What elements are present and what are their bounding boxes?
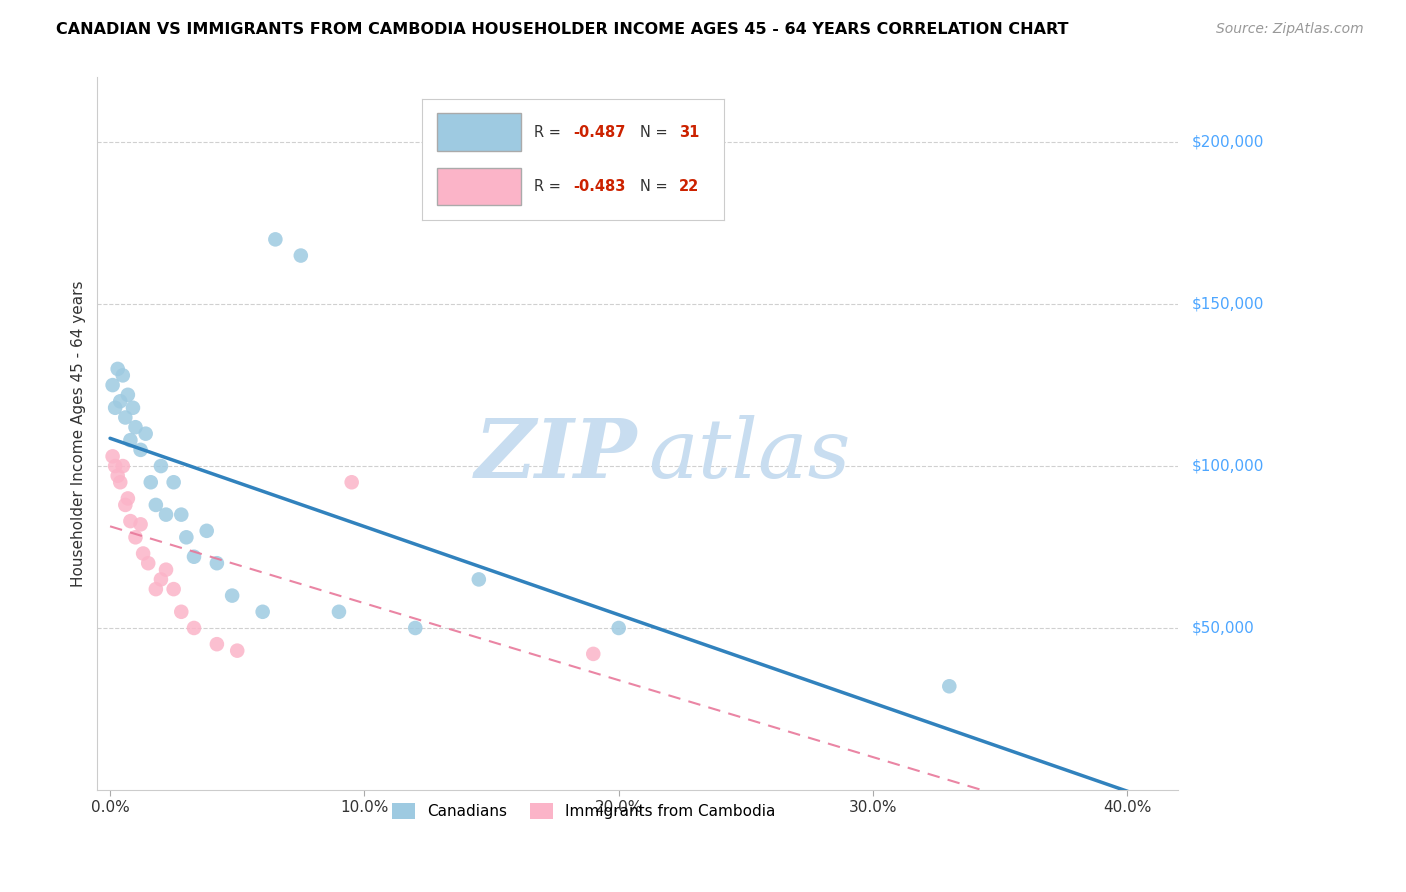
Text: ZIP: ZIP [475, 415, 638, 495]
Point [176, 530, 198, 544]
Point [195, 524, 218, 538]
Point [170, 605, 193, 619]
Point [124, 420, 146, 434]
Point [205, 556, 228, 570]
Text: CANADIAN VS IMMIGRANTS FROM CAMBODIA HOUSEHOLDER INCOME AGES 45 - 64 YEARS CORRE: CANADIAN VS IMMIGRANTS FROM CAMBODIA HOU… [56, 22, 1069, 37]
Point [101, 378, 124, 392]
Point [104, 458, 127, 473]
Point [135, 426, 157, 441]
Text: $150,000: $150,000 [1192, 297, 1264, 311]
Point [120, 433, 142, 447]
Point [111, 458, 134, 473]
Point [170, 508, 193, 522]
Text: $200,000: $200,000 [1192, 135, 1264, 150]
Point [226, 643, 249, 657]
Point [183, 621, 205, 635]
Point [110, 475, 132, 490]
Text: $100,000: $100,000 [1192, 458, 1264, 474]
Point [155, 563, 177, 577]
Point [340, 475, 363, 490]
Point [145, 498, 167, 512]
Point [163, 475, 186, 490]
Point [582, 647, 605, 661]
Point [111, 368, 134, 383]
Point [120, 514, 142, 528]
Text: $50,000: $50,000 [1192, 621, 1254, 635]
Point [264, 232, 287, 246]
Point [114, 410, 136, 425]
Point [328, 605, 350, 619]
Point [252, 605, 274, 619]
Point [290, 248, 312, 262]
Point [149, 458, 172, 473]
Point [136, 556, 159, 570]
Point [117, 388, 139, 402]
Point [124, 530, 146, 544]
Point [938, 679, 960, 693]
Y-axis label: Householder Income Ages 45 - 64 years: Householder Income Ages 45 - 64 years [72, 280, 86, 587]
Point [132, 547, 155, 561]
Point [221, 589, 243, 603]
Point [107, 468, 129, 483]
Point [145, 582, 167, 596]
Point [129, 517, 152, 532]
Point [114, 498, 136, 512]
Point [205, 637, 228, 651]
Point [149, 573, 172, 587]
Point [139, 475, 162, 490]
Point [104, 401, 127, 415]
Point [122, 401, 145, 415]
Text: Source: ZipAtlas.com: Source: ZipAtlas.com [1216, 22, 1364, 37]
Point [101, 450, 124, 464]
Point [117, 491, 139, 506]
Point [183, 549, 205, 564]
Point [404, 621, 426, 635]
Point [129, 442, 152, 457]
Legend: Canadians, Immigrants from Cambodia: Canadians, Immigrants from Cambodia [385, 797, 782, 825]
Point [110, 394, 132, 409]
Point [607, 621, 630, 635]
Point [163, 582, 186, 596]
Point [155, 508, 177, 522]
Point [468, 573, 491, 587]
Point [107, 362, 129, 376]
Text: atlas: atlas [648, 415, 851, 495]
